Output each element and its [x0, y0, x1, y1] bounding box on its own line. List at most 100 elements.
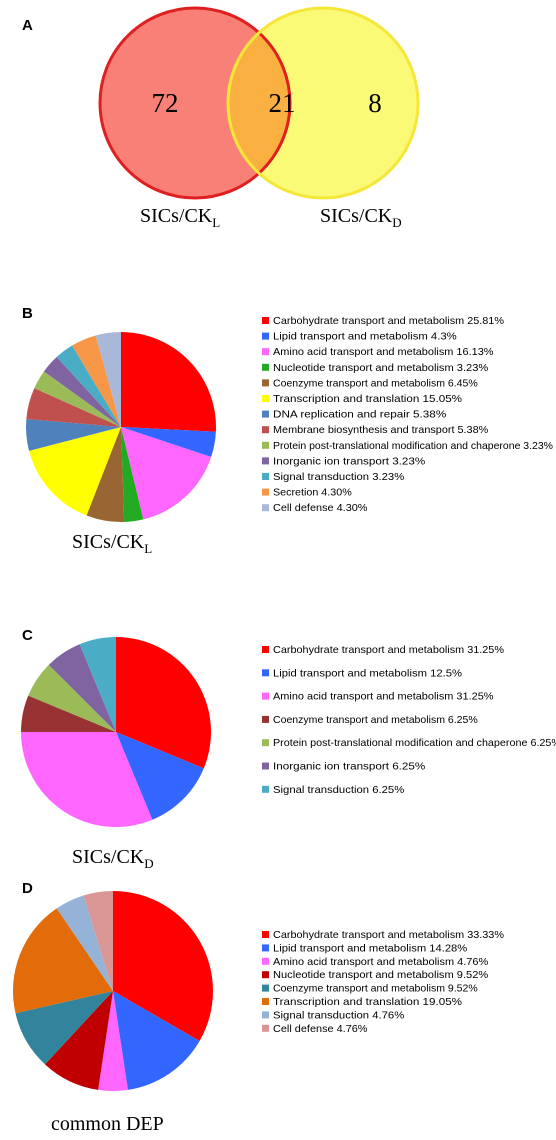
pie-b-legend-swatch-9 [262, 441, 269, 449]
pie-c-slice-7 [79, 637, 116, 732]
pie-d-legend-label-6: Transcription and translation 19.05% [273, 996, 462, 1008]
pie-b-legend-label-13: Cell defense 4.30% [273, 502, 368, 514]
pie-b-slice-7 [25, 419, 121, 451]
pie-b-legend-label-8: Membrane biosynthesis and transport 5.38… [273, 424, 488, 436]
pie-b-slice-3 [121, 427, 212, 520]
pie-d-legend-label-7: Signal transduction 4.76% [273, 1009, 404, 1021]
pie-b-legend-label-1: Carbohydrate transport and metabolism 25… [273, 315, 504, 327]
pie-b-legend-swatch-4 [262, 363, 269, 371]
pie-b-legend-swatch-13 [262, 504, 269, 512]
pie-d-slice-1 [113, 891, 213, 1042]
pie-d-legend-label-3: Amino acid transport and metabolism 4.76… [273, 956, 488, 968]
pie-c-legend-swatch-1 [262, 646, 269, 653]
venn-set-2-label: SICs/CKD [320, 205, 402, 230]
pie-c-slice-6 [48, 644, 116, 732]
pie-b-legend-label-12: Secretion 4.30% [273, 487, 352, 499]
pie-c-slice-1 [116, 637, 211, 769]
pie-d-slice-2 [113, 991, 200, 1090]
pie-d-legend-swatch-3 [262, 957, 269, 965]
venn-set-1-label: SICs/CKL [140, 205, 220, 230]
pie-b-label: SICs/CKL [72, 531, 152, 556]
pie-b-legend-label-5: Coenzyme transport and metabolism 6.45% [273, 377, 478, 389]
pie-b-slice-5 [86, 427, 125, 523]
venn-set-2-only-count: 8 [368, 88, 382, 118]
venn-intersection [228, 32, 291, 174]
pie-b-slice-4 [121, 427, 144, 522]
pie-d-slice-8 [83, 891, 113, 991]
pie-c-slice-5 [28, 664, 117, 732]
pie-c-legend-label-2: Lipid transport and metabolism 12.5% [273, 667, 462, 679]
pie-b-slice-6 [29, 427, 121, 516]
pie-b-legend-label-9: Protein post-translational modification … [273, 440, 553, 452]
pie-b-slice-8 [26, 388, 121, 427]
pie-d-label: common DEP [51, 1113, 164, 1135]
pie-b-legend-swatch-11 [262, 473, 269, 480]
pie-c-legend-swatch-4 [262, 715, 269, 723]
pie-b-legend-swatch-6 [262, 395, 269, 402]
pie-b-legend-label-2: Lipid transport and metabolism 4.3% [273, 331, 457, 343]
pie-b-legend-swatch-10 [262, 457, 269, 465]
pie-b-legend-swatch-3 [262, 348, 269, 356]
pie-d-slice-4 [44, 991, 113, 1090]
pie-d-legend-swatch-7 [262, 1011, 269, 1019]
venn-set-1-outline [98, 6, 292, 200]
pie-b-legend-swatch-7 [262, 410, 269, 418]
pie-d-legend-swatch-1 [262, 931, 269, 938]
pie-c-legend-label-5: Protein post-translational modification … [273, 737, 556, 749]
pie-d-legend-swatch-6 [262, 998, 269, 1005]
pie-c-slices [21, 637, 211, 827]
pie-b-legend: Carbohydrate transport and metabolism 25… [262, 315, 553, 514]
pie-d-legend-label-8: Cell defense 4.76% [273, 1023, 368, 1035]
pie-d-legend-label-5: Coenzyme transport and metabolism 9.52% [273, 983, 478, 995]
pie-d-legend-swatch-2 [262, 944, 269, 952]
pie-c-slice-2 [116, 732, 204, 820]
pie-c-legend-swatch-2 [262, 669, 269, 677]
pie-d-slice-6 [12, 908, 113, 1014]
panel-d-letter: D [22, 880, 33, 897]
pie-c-legend-swatch-6 [262, 762, 269, 770]
pie-c-legend: Carbohydrate transport and metabolism 31… [262, 644, 556, 796]
pie-c-legend-label-1: Carbohydrate transport and metabolism 31… [273, 644, 504, 656]
venn-intersection-count: 21 [269, 88, 296, 118]
panel-c-pie: C Carbohydrate transport and metabolism … [21, 627, 556, 871]
panel-a-letter: A [22, 17, 33, 34]
pie-b-legend-label-4: Nucleotide transport and metabolism 3.23… [273, 362, 488, 374]
pie-d-legend-swatch-4 [262, 971, 269, 979]
pie-c-legend-swatch-5 [262, 739, 269, 747]
venn-set-2-outline [226, 6, 420, 200]
pie-d-legend-label-4: Nucleotide transport and metabolism 9.52… [273, 969, 488, 981]
pie-d-legend-swatch-5 [262, 984, 269, 992]
pie-d-slice-7 [56, 895, 113, 991]
panel-d-pie: D Carbohydrate transport and metabolism … [12, 880, 504, 1135]
pie-b-slice-10 [43, 357, 121, 427]
pie-d-legend-swatch-8 [262, 1024, 269, 1032]
panel-a-venn: A 72 21 8 SICs/CKL SICs/CKD [22, 6, 420, 230]
pie-b-legend-swatch-12 [262, 488, 269, 496]
pie-c-legend-swatch-7 [262, 785, 269, 793]
pie-b-slices [25, 332, 217, 523]
pie-b-slice-13 [95, 332, 121, 427]
pie-c-slice-4 [21, 695, 116, 732]
pie-b-legend-label-11: Signal transduction 3.23% [273, 471, 404, 483]
pie-b-legend-label-6: Transcription and translation 15.05% [273, 393, 462, 405]
pie-b-legend-label-3: Amino acid transport and metabolism 16.1… [273, 346, 494, 358]
venn-set-1-only-count: 72 [152, 88, 179, 118]
pie-c-legend-label-7: Signal transduction 6.25% [273, 784, 404, 796]
pie-b-slice-11 [56, 345, 121, 427]
pie-c-legend-label-3: Amino acid transport and metabolism 31.2… [273, 691, 494, 703]
pie-d-slice-5 [15, 991, 113, 1065]
pie-c-label: SICs/CKD [72, 846, 154, 871]
pie-b-slice-9 [34, 371, 121, 427]
pie-d-legend-label-2: Lipid transport and metabolism 14.28% [273, 942, 467, 954]
pie-d-slices [12, 891, 213, 1091]
pie-b-legend-swatch-5 [262, 379, 269, 387]
pie-b-slice-12 [72, 335, 121, 427]
pie-d-slice-3 [98, 991, 128, 1091]
pie-c-slice-3 [21, 732, 153, 827]
pie-c-legend-label-6: Inorganic ion transport 6.25% [273, 761, 425, 773]
pie-b-legend-label-7: DNA replication and repair 5.38% [273, 409, 446, 421]
pie-b-legend-swatch-8 [262, 426, 269, 434]
pie-d-legend-label-1: Carbohydrate transport and metabolism 33… [273, 929, 504, 941]
pie-c-legend-swatch-3 [262, 692, 269, 700]
